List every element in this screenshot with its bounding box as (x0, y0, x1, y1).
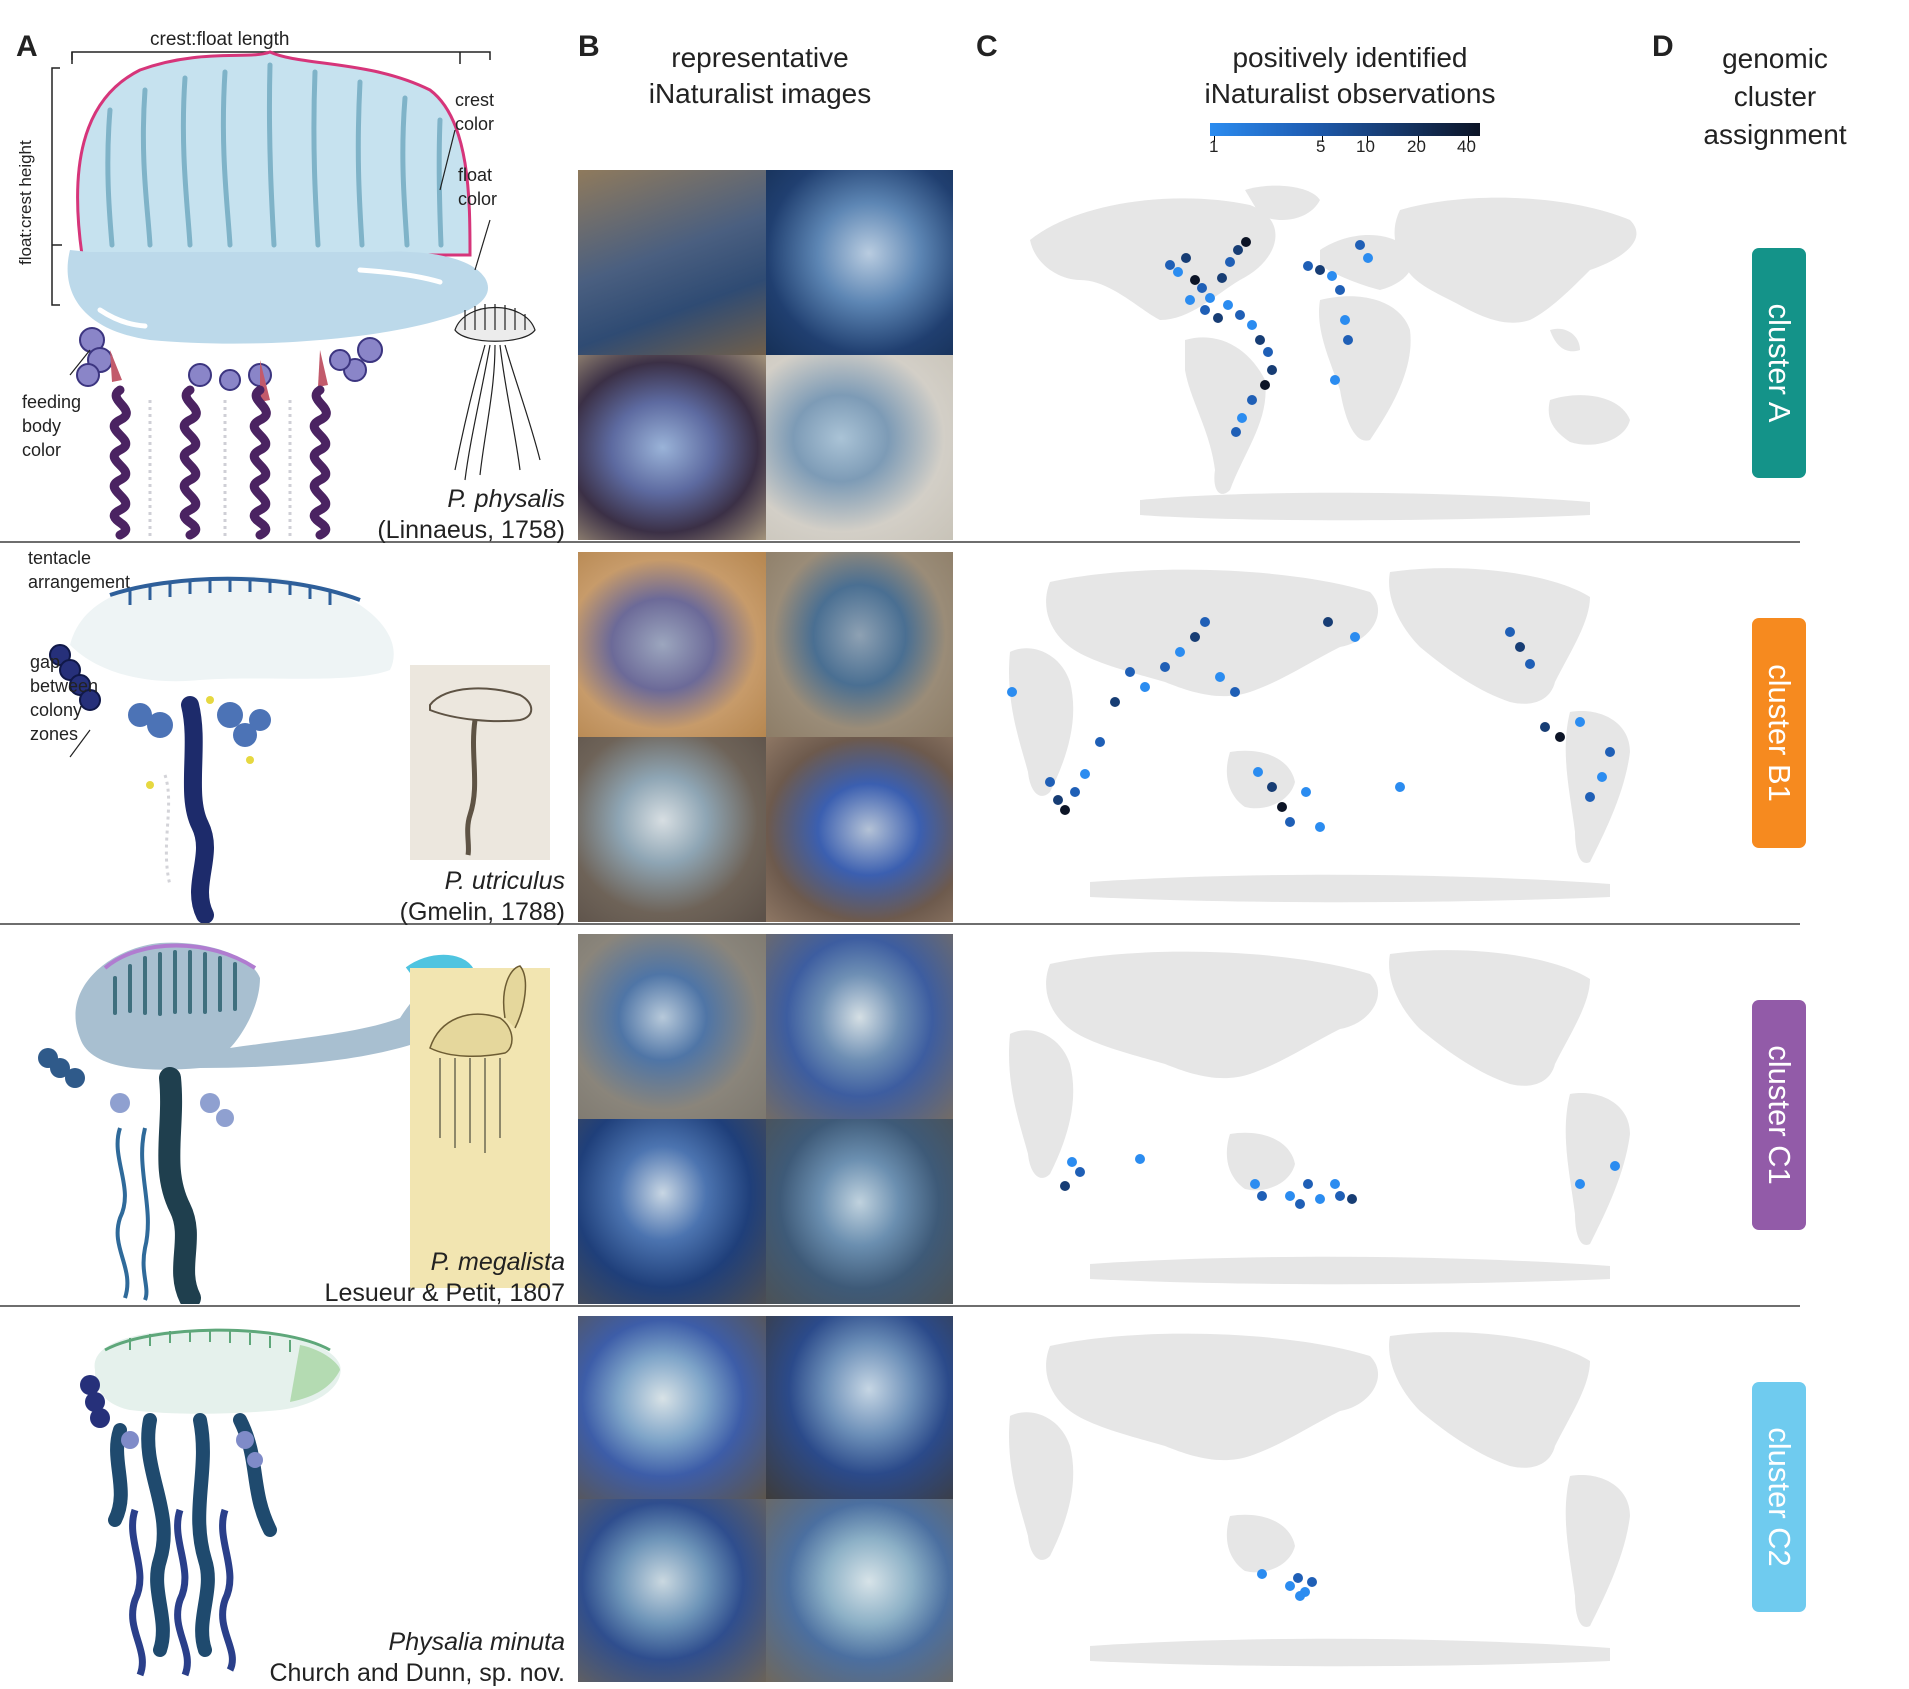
anno-crest-line2: color (455, 114, 495, 134)
header-d-line2: cluster (1733, 81, 1817, 112)
inat-photo (578, 355, 766, 540)
colorbar-tick-5: 5 (1316, 137, 1326, 156)
species-authority: Church and Dunn, sp. nov. (269, 1659, 565, 1687)
inat-photo (765, 1119, 953, 1304)
megalista-illustration (38, 942, 550, 1304)
colorbar-tick-20: 20 (1407, 137, 1426, 156)
anno-gap-line4: zones (30, 724, 79, 744)
species-name: P. physalis (447, 485, 565, 513)
inat-photo (578, 1499, 766, 1682)
anno-crest-line1: crest (455, 90, 495, 110)
photo-grid-minuta (578, 1316, 953, 1682)
inat-photo (578, 1316, 766, 1499)
panel-label-b: B (578, 30, 600, 63)
anno-feeding-line2: body (22, 416, 62, 436)
header-d-line1: genomic (1722, 43, 1828, 74)
anno-feeding-line3: color (22, 440, 62, 460)
world-map-cluster-c1 (1009, 950, 1630, 1285)
species-name: P. megalista (430, 1248, 565, 1276)
row-separator (0, 923, 1800, 925)
anno-gap-line3: colony (30, 700, 83, 720)
physalis-illustration (51, 50, 541, 540)
world-map-cluster-b1 (1007, 568, 1630, 903)
anno-gap-line1: gap (30, 652, 61, 672)
species-name: P. utriculus (444, 867, 565, 895)
anno-float-color: float color (458, 163, 497, 211)
panel-label-a: A (16, 30, 38, 63)
inat-photo (765, 934, 953, 1119)
photo-grid-physalis (578, 170, 953, 540)
photo-grid-utriculus (578, 552, 953, 922)
anno-feeding-body-color: feeding body color (22, 390, 81, 462)
minuta-illustration (80, 1328, 341, 1677)
inat-photo (578, 552, 766, 737)
header-d: genomic cluster assignment (1690, 40, 1860, 154)
anno-float-line2: color (458, 189, 498, 209)
cluster-badge-b1: cluster B1 (1752, 618, 1806, 848)
cluster-label-a: cluster A (1762, 303, 1797, 423)
anno-tentacle-line1: tentacle (28, 548, 92, 568)
cluster-label-b1: cluster B1 (1762, 664, 1797, 802)
inat-photo (765, 737, 953, 922)
colorbar (1210, 123, 1480, 136)
world-map-cluster-c2 (1009, 1332, 1630, 1667)
species-label-physalis: P. physalis (Linnaeus, 1758) (145, 484, 565, 546)
cluster-badge-a: cluster A (1752, 248, 1806, 478)
header-b-line2: iNaturalist images (648, 78, 872, 109)
photo-grid-megalista (578, 934, 953, 1304)
species-name: Physalia minuta (388, 1628, 565, 1656)
anno-gap-line2: between (30, 676, 99, 696)
cluster-label-c1: cluster C1 (1762, 1045, 1797, 1185)
row-separator (0, 1305, 1800, 1307)
anno-crest-color: crest color (455, 88, 494, 136)
species-label-megalista: P. megalista Lesueur & Petit, 1807 (145, 1247, 565, 1309)
inat-photo (765, 1316, 953, 1499)
inat-photo (578, 170, 766, 355)
inat-photo (578, 1119, 766, 1304)
anno-tentacle-line2: arrangement (28, 572, 131, 592)
species-authority: Lesueur & Petit, 1807 (324, 1279, 565, 1307)
panel-label-d: D (1652, 30, 1674, 63)
utriculus-illustration (49, 576, 550, 923)
colorbar-tick-1: 1 (1209, 137, 1219, 156)
cluster-label-c2: cluster C2 (1762, 1427, 1797, 1567)
colorbar-tick-10: 10 (1356, 137, 1375, 156)
species-authority: (Gmelin, 1788) (399, 898, 565, 926)
header-c-line1: positively identified (1232, 42, 1468, 73)
header-c-line2: iNaturalist observations (1204, 78, 1496, 109)
cluster-badge-c1: cluster C1 (1752, 1000, 1806, 1230)
anno-crest-float-length: crest:float length (150, 29, 290, 50)
anno-float-line1: float (458, 165, 493, 185)
header-b: representative iNaturalist images (610, 40, 910, 112)
header-c: positively identified iNaturalist observ… (1160, 40, 1540, 112)
inat-photo (765, 552, 953, 737)
anno-tentacle-arrangement: tentacle arrangement (28, 546, 130, 594)
species-label-utriculus: P. utriculus (Gmelin, 1788) (145, 866, 565, 928)
anno-float-crest-height: float:crest height (16, 140, 35, 265)
header-d-line3: assignment (1703, 119, 1847, 150)
cluster-badge-c2: cluster C2 (1752, 1382, 1806, 1612)
world-map-cluster-a (1030, 185, 1637, 521)
species-label-minuta: Physalia minuta Church and Dunn, sp. nov… (145, 1627, 565, 1689)
anno-feeding-line1: feeding (22, 392, 82, 412)
header-b-line1: representative (671, 42, 849, 73)
row-separator (0, 541, 1800, 543)
species-authority: (Linnaeus, 1758) (377, 516, 565, 544)
inat-photo (765, 1499, 953, 1682)
inat-photo (765, 355, 953, 540)
inat-photo (578, 934, 766, 1119)
inat-photo (765, 170, 953, 355)
panel-label-c: C (976, 30, 998, 63)
inat-photo (578, 737, 766, 922)
anno-gap-colony-zones: gap between colony zones (30, 650, 98, 746)
colorbar-tick-40: 40 (1457, 137, 1476, 156)
